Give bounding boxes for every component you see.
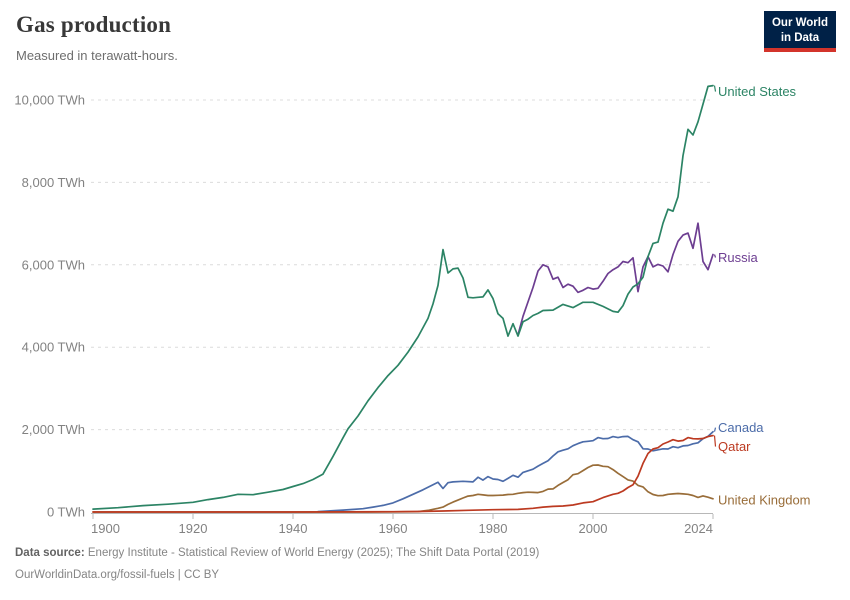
y-tick-label-10000: 10,000 TWh	[14, 93, 85, 108]
series-line-united-kingdom	[92, 464, 714, 513]
footer-link-line: OurWorldinData.org/fossil-fuels | CC BY	[15, 568, 220, 581]
x-tick-label-2000: 2000	[579, 521, 608, 536]
series-line-qatar	[92, 434, 714, 513]
data-source-line: Data source: Energy Institute - Statisti…	[15, 543, 539, 565]
series-label-qatar[interactable]: Qatar	[718, 439, 751, 454]
chart-subtitle: Measured in terawatt-hours.	[16, 48, 178, 63]
chart-footer: Data source: Energy Institute - Statisti…	[15, 543, 539, 587]
label-connector-russia	[713, 254, 717, 258]
label-connector-united-states	[713, 85, 717, 92]
series-label-united-states[interactable]: United States	[718, 84, 797, 99]
owid-logo-line1: Our World	[771, 17, 828, 29]
series-line-united-states	[92, 84, 714, 510]
series-line-russia	[517, 222, 714, 336]
owid-logo: Our World in Data	[763, 11, 836, 53]
x-tick-label-1940: 1940	[279, 521, 308, 536]
y-tick-label-6000: 6,000 TWh	[22, 257, 85, 272]
label-connector-canada	[713, 427, 717, 432]
data-source-text: Energy Institute - Statistical Review of…	[87, 547, 540, 559]
y-tick-label-8000: 8,000 TWh	[22, 175, 85, 190]
x-tick-label-1960: 1960	[379, 521, 408, 536]
series-label-united-kingdom[interactable]: United Kingdom	[718, 492, 811, 507]
page-title: Gas production	[16, 12, 172, 37]
y-tick-label-0: 0 TWh	[47, 505, 85, 520]
series-line-canada	[317, 430, 714, 513]
series-label-canada[interactable]: Canada	[718, 420, 764, 435]
y-tick-label-4000: 4,000 TWh	[22, 340, 85, 355]
x-tick-label-1920: 1920	[179, 521, 208, 536]
owid-logo-line2: in Data	[780, 31, 820, 44]
series-label-russia[interactable]: Russia	[718, 250, 759, 265]
x-tick-label-1980: 1980	[479, 521, 508, 536]
data-source-label: Data source:	[15, 547, 85, 559]
label-connector-qatar	[713, 435, 717, 447]
y-tick-label-2000: 2,000 TWh	[22, 422, 85, 437]
x-tick-label-1900: 1900	[91, 521, 120, 536]
x-tick-label-2024: 2024	[684, 521, 713, 536]
